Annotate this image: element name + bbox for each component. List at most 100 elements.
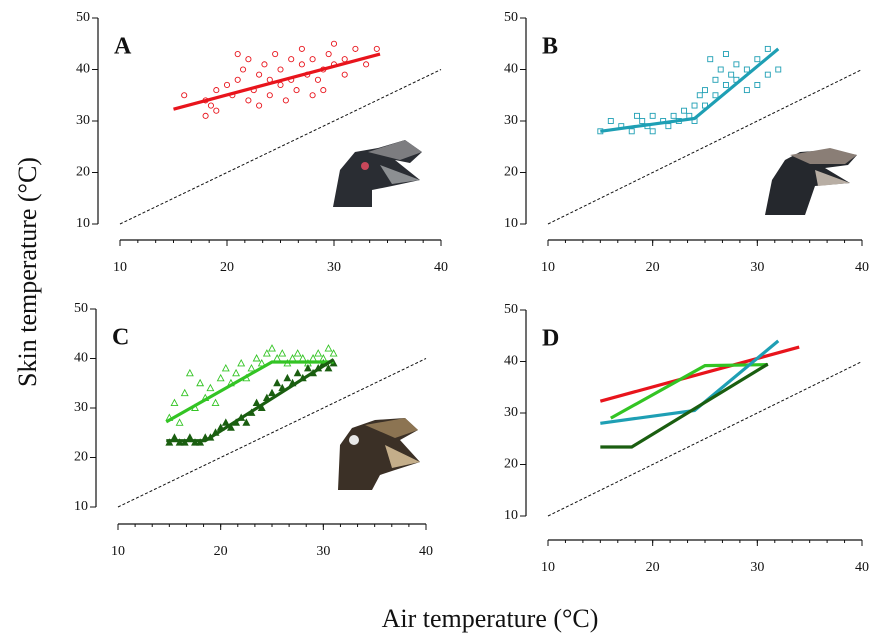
point <box>775 66 782 73</box>
point <box>202 112 209 119</box>
y-tick-label: 20 <box>74 450 88 465</box>
point <box>266 92 273 99</box>
y-tick-label: 20 <box>504 457 518 472</box>
x-tick-label: 20 <box>214 544 228 559</box>
fit-line <box>599 345 800 403</box>
point <box>634 112 640 119</box>
point <box>712 76 719 83</box>
reference-line <box>547 361 863 517</box>
point <box>743 66 750 73</box>
point <box>702 87 708 94</box>
x-tick-label: 20 <box>220 260 234 275</box>
point <box>221 363 230 372</box>
point <box>649 112 656 119</box>
point <box>252 398 261 406</box>
point <box>309 92 316 99</box>
point <box>268 388 276 397</box>
point <box>175 418 184 426</box>
point <box>262 349 271 357</box>
point <box>207 102 214 109</box>
y-tick-label: 10 <box>76 216 90 231</box>
reference-line <box>117 358 427 508</box>
fit-line <box>165 360 334 424</box>
point <box>252 354 261 362</box>
y-tick-label: 40 <box>504 62 518 77</box>
point <box>691 102 698 109</box>
x-tick-label: 40 <box>855 560 869 575</box>
fit-line <box>600 362 769 449</box>
point <box>277 81 284 88</box>
point <box>234 76 241 83</box>
point <box>239 66 247 73</box>
point <box>670 112 677 119</box>
x-tick-label: 20 <box>646 560 660 575</box>
point <box>324 363 333 372</box>
point <box>213 107 220 114</box>
y-tick-label: 30 <box>504 405 518 420</box>
panel: 10 20 30 40 50 10 20 30 40 D <box>504 302 869 575</box>
point <box>277 66 284 73</box>
x-tick-label: 30 <box>750 560 764 575</box>
y-tick-label: 30 <box>74 400 88 415</box>
fit-line <box>173 52 381 111</box>
x-tick-label: 30 <box>750 260 764 275</box>
point <box>639 118 646 124</box>
x-tick-label: 10 <box>111 544 125 559</box>
y-tick-label: 20 <box>76 165 90 180</box>
point <box>298 61 305 68</box>
point <box>221 418 230 426</box>
point <box>303 363 312 372</box>
y-axis-title: Skin temperature (°C) <box>13 157 42 387</box>
fit-line <box>600 47 780 133</box>
panel: 10 20 30 40 50 10 20 30 40 B <box>504 10 869 275</box>
point <box>211 398 220 406</box>
y-tick-label: 10 <box>504 216 518 231</box>
y-tick-label: 30 <box>504 113 518 128</box>
x-tick-label: 30 <box>327 260 341 275</box>
x-tick-label: 40 <box>434 260 448 275</box>
point <box>288 56 295 63</box>
panel-label: A <box>114 34 132 60</box>
point <box>237 358 246 367</box>
point <box>180 388 189 397</box>
point <box>628 128 635 135</box>
point <box>764 45 771 52</box>
bird-photo <box>333 140 422 207</box>
panel: 10 20 30 40 50 10 20 30 40 A <box>76 10 448 275</box>
point <box>283 373 292 382</box>
point <box>234 51 241 58</box>
point <box>268 344 276 352</box>
point <box>607 118 614 124</box>
point <box>764 71 771 78</box>
point <box>712 92 719 99</box>
point <box>293 87 300 94</box>
point <box>717 66 724 73</box>
point <box>341 71 348 78</box>
y-tick-label: 50 <box>504 10 518 25</box>
point <box>722 81 729 88</box>
y-tick-label: 40 <box>504 354 518 369</box>
point <box>707 56 714 63</box>
y-tick-label: 40 <box>76 62 90 77</box>
reference-line <box>547 69 863 225</box>
y-tick-label: 10 <box>74 499 88 514</box>
point <box>728 71 735 78</box>
point <box>298 45 305 52</box>
point <box>293 349 302 357</box>
point <box>278 349 287 357</box>
point <box>754 81 761 88</box>
point <box>665 123 672 130</box>
y-tick-label: 10 <box>504 508 518 523</box>
point <box>743 87 750 94</box>
point <box>261 61 268 68</box>
point <box>325 51 332 58</box>
point <box>373 45 380 52</box>
point <box>649 128 656 135</box>
x-tick-label: 20 <box>646 260 660 275</box>
point <box>754 56 761 63</box>
point <box>293 368 302 377</box>
bird-photo <box>765 148 857 215</box>
panel-label: B <box>542 34 558 60</box>
panel-label: C <box>112 325 129 351</box>
